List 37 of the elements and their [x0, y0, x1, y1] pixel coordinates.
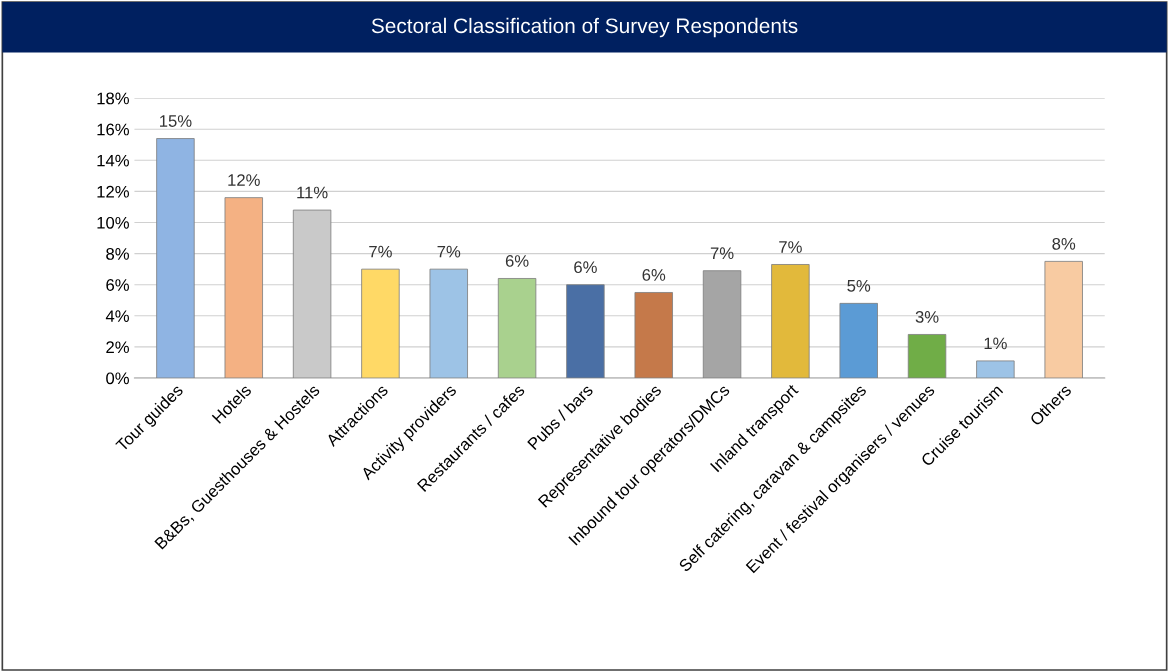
bar [976, 360, 1015, 378]
data-label: 6% [574, 261, 597, 274]
data-label: 3% [915, 311, 939, 323]
y-tick-label: 12% [97, 185, 129, 198]
data-label: 5% [847, 280, 871, 292]
bar [361, 268, 400, 378]
data-label: 7% [710, 247, 734, 260]
data-label: 15% [160, 115, 192, 127]
y-tick-label: 4% [105, 310, 129, 322]
data-label: 7% [437, 245, 461, 258]
bar [156, 138, 195, 378]
data-label: 7% [779, 241, 802, 253]
y-tick-label: 10% [97, 216, 129, 229]
y-tick-label: 16% [97, 123, 129, 136]
data-label: 11% [297, 186, 328, 199]
bar [839, 302, 878, 378]
bar [566, 284, 605, 378]
data-label: 12% [228, 174, 260, 186]
data-label: 6% [642, 269, 666, 281]
bar [429, 268, 468, 378]
y-tick-label: 6% [106, 279, 129, 291]
y-tick-label: 8% [106, 248, 129, 260]
data-label: 1% [984, 337, 1007, 350]
y-tick-label: 18% [97, 92, 129, 105]
data-label: 6% [505, 255, 529, 267]
data-label: 7% [369, 245, 392, 258]
bar [497, 278, 537, 378]
data-label: 8% [1052, 237, 1076, 250]
y-tick-label: 14% [97, 154, 129, 167]
chart-title: Sectoral Classification of Survey Respondents [371, 17, 798, 38]
y-tick-label: 0% [106, 372, 129, 385]
bar [634, 292, 673, 378]
bar [907, 334, 947, 378]
bar [771, 264, 810, 378]
bar [224, 197, 263, 378]
bar [1044, 260, 1083, 378]
y-tick-label: 2% [106, 341, 129, 354]
